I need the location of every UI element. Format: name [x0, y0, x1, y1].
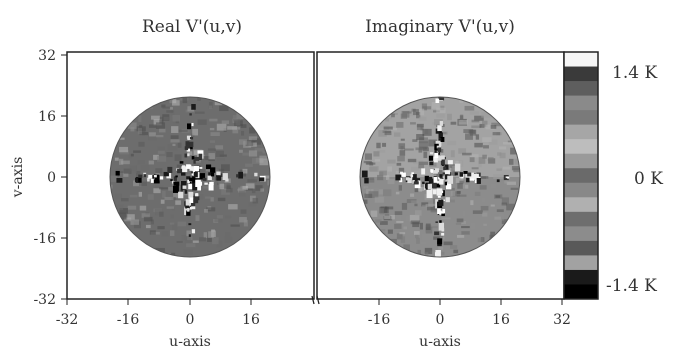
real-panel-title: Real V'(u,v) [142, 17, 242, 37]
x-axis-imaginary: -16 0 16 32 u-axis [368, 299, 571, 350]
y-tick-label: 16 [38, 109, 56, 125]
colorbar-band [564, 255, 598, 271]
colorbar-band [564, 197, 598, 213]
x-tick-label: 32 [553, 312, 571, 328]
colorbar-band [564, 110, 598, 126]
x-tick-label: -16 [368, 312, 391, 328]
colorbar-band [564, 182, 598, 198]
y-tick-label: 0 [47, 170, 56, 186]
imaginary-panel-title: Imaginary V'(u,v) [365, 17, 515, 37]
colorbar-band [564, 269, 598, 285]
colorbar-frame [563, 51, 599, 300]
x-tick-label: 0 [186, 312, 195, 328]
colorbar-band [564, 226, 598, 242]
x-axis-title-imaginary: u-axis [419, 334, 461, 350]
axis-break-mark [311, 295, 320, 305]
y-axis-title: v-axis [10, 157, 26, 199]
colorbar-zero-label: 0 K [634, 169, 663, 189]
colorbar-band [564, 52, 598, 68]
y-axis: 32 16 0 -16 -32 v-axis [10, 48, 67, 308]
colorbar-band [564, 124, 598, 140]
x-tick-label: -16 [117, 312, 140, 328]
colorbar-band [564, 240, 598, 256]
x-tick-label: -32 [56, 312, 79, 328]
x-axis-real: -32 -16 0 16 u-axis [56, 299, 260, 350]
colorbar-band [564, 211, 598, 227]
colorbar-band [564, 284, 598, 300]
colorbar-band [564, 168, 598, 184]
x-tick-label: 0 [436, 312, 445, 328]
colorbar-band [564, 66, 598, 82]
y-tick-label: 32 [38, 48, 56, 64]
x-axis-title-real: u-axis [169, 334, 211, 350]
y-tick-label: -32 [33, 292, 56, 308]
x-tick-label: 16 [492, 312, 510, 328]
x-tick-label: 16 [242, 312, 260, 328]
colorbar [564, 52, 598, 300]
colorbar-band [564, 81, 598, 97]
colorbar-band [564, 95, 598, 111]
colorbar-band [564, 153, 598, 169]
y-tick-label: -16 [33, 231, 56, 247]
real-visibility-disk [110, 97, 270, 257]
colorbar-band [564, 139, 598, 155]
colorbar-max-label: 1.4 K [612, 63, 657, 83]
colorbar-min-label: -1.4 K [606, 276, 657, 296]
